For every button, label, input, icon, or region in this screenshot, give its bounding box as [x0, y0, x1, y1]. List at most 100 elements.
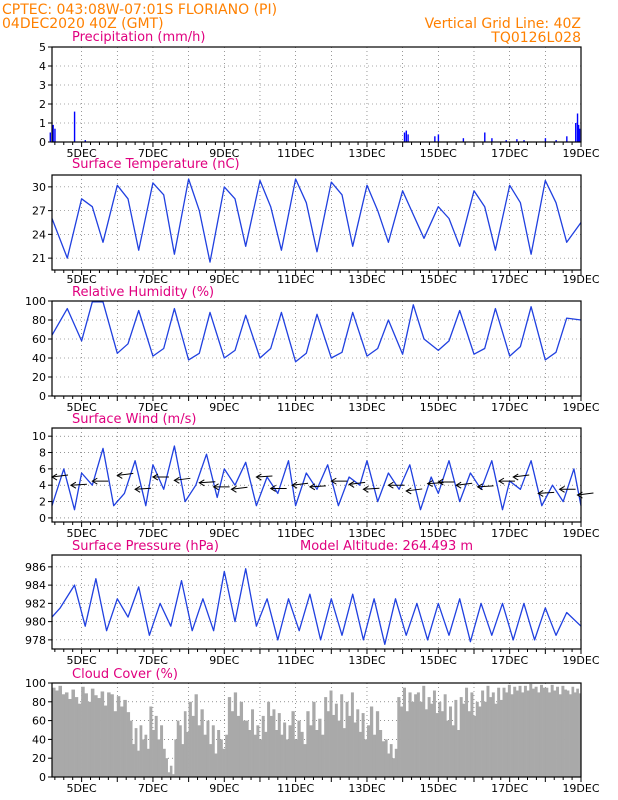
x-tick-label: 13DEC [348, 654, 385, 667]
cloud-bar [179, 725, 182, 777]
cloud-bar [152, 730, 156, 777]
cloud-bar [245, 720, 249, 777]
cloud-bar [116, 696, 121, 777]
x-tick-label: 5DEC [67, 147, 97, 160]
x-tick-label: 15DEC [420, 147, 457, 160]
wind-arrowhead [537, 489, 544, 497]
cloud-bar [571, 686, 575, 777]
cloud-bar [324, 697, 328, 777]
cloud-bar [167, 772, 171, 777]
y-tick-label: 20 [32, 752, 46, 765]
cloud-bar [467, 711, 471, 777]
panel-1: Precipitation (mm/h) 0 1 2 3 4 5 5DEC 7DEC 9DEC 11… [39, 30, 600, 160]
cloud-bar [248, 730, 252, 777]
cloud-bar [194, 694, 198, 777]
cloud-bar [400, 706, 404, 777]
plot-frame [51, 427, 582, 523]
cloud-bar [81, 686, 85, 777]
x-tick-label: 5DEC [67, 273, 97, 286]
header-model: TQ0126L028 [490, 30, 581, 46]
cloud-bar [451, 725, 455, 777]
precip-bar [575, 123, 577, 142]
cloud-bar [553, 690, 557, 777]
cloud-bar [87, 701, 92, 777]
header-location: CPTEC: 043:08W-07:01S FLORIANO (PI) [2, 2, 277, 18]
cloud-bar [139, 725, 143, 777]
series-line [51, 445, 582, 511]
cloud-bar [454, 699, 458, 777]
panel-title: Surface Pressure (hPa) [72, 539, 219, 554]
wind-vector [199, 481, 216, 484]
cloud-bar [389, 744, 393, 777]
x-tick-label: 17DEC [491, 273, 528, 286]
cloud-bar [129, 720, 133, 777]
cloud-bar [446, 720, 450, 777]
cloud-bar [491, 692, 495, 777]
model-altitude: Model Altitude: 264.493 m [300, 539, 473, 554]
cloud-bar [523, 685, 527, 777]
cloud-bar [309, 725, 313, 777]
cloud-bar [267, 701, 271, 777]
cloud-bar [222, 748, 226, 777]
panel-title: Surface Wind (m/s) [72, 412, 196, 427]
wind-vector [51, 474, 69, 478]
cloud-bar [188, 701, 192, 777]
wind-arrowhead [348, 480, 355, 488]
cloud-bar [494, 703, 498, 777]
precip-bar [555, 140, 557, 142]
cloud-bar [419, 701, 423, 777]
cloud-bar [71, 689, 75, 777]
wind-arrowhead [330, 477, 337, 485]
wind-vector [231, 486, 248, 490]
wind-arrowhead [291, 481, 298, 489]
wind-arrowhead [116, 471, 123, 479]
y-tick-label: 2 [39, 98, 46, 111]
cloud-bar [306, 711, 310, 777]
wind-arrowhead [558, 485, 565, 493]
wind-arrowhead [198, 479, 205, 487]
y-tick-label: 4 [39, 60, 46, 73]
wind-arrowhead [308, 483, 316, 491]
cloud-bar [219, 739, 223, 777]
wind-arrowhead [512, 473, 519, 481]
precip-bar [491, 138, 493, 142]
cloud-bar [397, 697, 401, 777]
cloud-bar [515, 690, 519, 777]
cloud-bar [154, 715, 158, 777]
cloud-bar [499, 699, 503, 777]
y-tick-label: 30 [32, 181, 46, 194]
cloud-bar [550, 684, 554, 777]
plot-frame [51, 174, 582, 271]
cloud-bar [283, 722, 287, 777]
x-tick-label: 17DEC [491, 401, 528, 414]
cloud-bar [113, 711, 118, 777]
cloud-bar [233, 692, 238, 777]
x-tick-label: 7DEC [138, 782, 168, 795]
wind-vector [292, 482, 309, 486]
panel-3: Relative Humidity (%) 0 20 40 60 80 100 5DEC 7DE… [25, 285, 600, 414]
cloud-bar [384, 739, 388, 777]
cloud-bar [576, 688, 579, 777]
precip-bar [49, 132, 52, 142]
precip-bar [576, 113, 579, 142]
cloud-bar [172, 774, 175, 777]
cloud-bar [422, 685, 426, 777]
cloud-bar [326, 711, 330, 777]
cloud-bar [502, 687, 506, 777]
wind-vector [117, 472, 134, 476]
cloud-bar [534, 686, 538, 777]
x-tick-label: 11DEC [277, 527, 314, 540]
cloud-bar [84, 693, 88, 777]
wind-arrowhead [69, 481, 77, 489]
cloud-bar [183, 711, 187, 777]
cloud-bar [236, 715, 241, 777]
precip-bar [54, 128, 56, 142]
x-tick-label: 7DEC [138, 401, 168, 414]
wind-arrowhead [437, 478, 444, 486]
y-tick-label: 60 [32, 715, 46, 728]
x-tick-label: 15DEC [420, 401, 457, 414]
cloud-bar [394, 748, 398, 777]
x-tick-label: 11DEC [277, 147, 314, 160]
wind-arrowhead [212, 483, 219, 491]
x-tick-label: 9DEC [209, 147, 239, 160]
